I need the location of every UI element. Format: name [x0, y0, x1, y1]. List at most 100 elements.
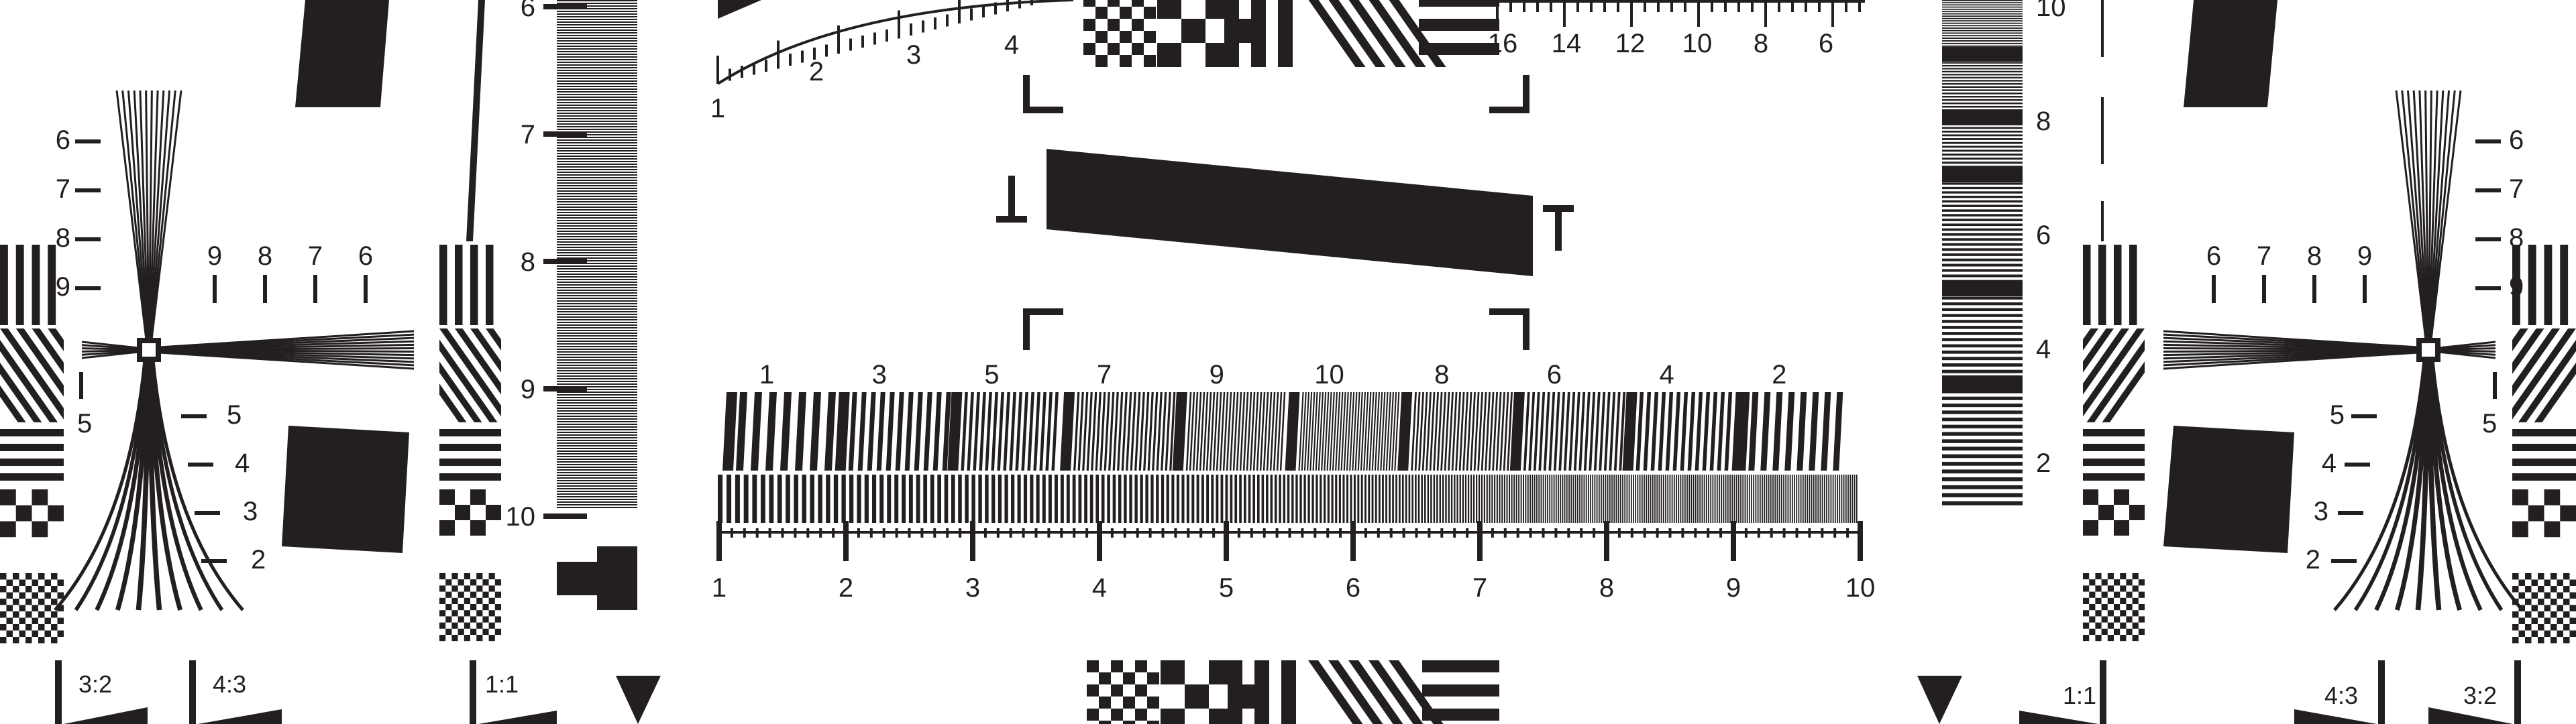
ladder-line	[557, 64, 637, 66]
ladder-line	[557, 70, 637, 71]
ladder-line	[557, 391, 637, 393]
strip-fine-check	[1123, 721, 1135, 724]
hyperbolic-line	[1553, 475, 1555, 523]
column-fine-check	[476, 610, 483, 617]
ladder-line	[1942, 454, 2023, 459]
column-fine-check	[476, 585, 483, 592]
column-hstripe	[0, 429, 64, 436]
band-line	[1249, 392, 1256, 471]
ladder-line	[557, 450, 637, 452]
ladder-line	[1942, 296, 2023, 300]
column-fine-check	[482, 628, 489, 635]
band-line	[1470, 392, 1476, 471]
ladder-line	[1942, 219, 2023, 221]
ladder-line	[557, 461, 637, 463]
scale-label: 2	[839, 573, 853, 603]
column-diagonal	[0, 362, 42, 422]
ladder-line	[557, 279, 637, 280]
strip-fine-check	[1111, 660, 1123, 672]
hyperbolic-line	[1211, 475, 1214, 523]
column-fine-check	[439, 622, 446, 629]
ladder-tick	[543, 386, 587, 391]
column-fine-check	[2083, 573, 2090, 580]
column-hstripe	[2512, 444, 2576, 451]
column-fine-check	[2563, 586, 2570, 593]
strip-bar	[1254, 660, 1269, 724]
ladder-line	[557, 341, 637, 342]
band-line	[997, 392, 1004, 471]
star-label: 4	[235, 448, 250, 478]
scale-tick	[1060, 528, 1063, 538]
ladder-line	[557, 137, 637, 138]
aspect-tick-right-2	[2378, 660, 2385, 724]
ladder-line	[557, 432, 637, 433]
band-line	[942, 392, 951, 471]
top-left-wedge	[718, 0, 761, 19]
left-vertical-ladder: 6 7 8 9 10	[506, 0, 637, 532]
ladder-line	[557, 236, 637, 237]
star-label-tick	[2212, 275, 2216, 303]
band-line	[1548, 392, 1556, 471]
column-hstripe	[2512, 429, 2576, 436]
column-fine-check	[0, 586, 7, 593]
band-line	[1326, 392, 1332, 471]
column-fine-check	[0, 637, 7, 644]
band-line	[1015, 392, 1022, 471]
band-line	[1374, 392, 1380, 471]
hyperbolic-line	[1417, 475, 1420, 523]
star-line	[2412, 90, 2428, 341]
column-stripe	[455, 245, 463, 325]
hyperbolic-line	[1364, 475, 1366, 523]
strip-fine-check	[1108, 19, 1120, 31]
scale-tick	[1453, 528, 1456, 538]
star-line	[150, 90, 171, 341]
scale-tick	[1339, 528, 1342, 538]
hyperbolic-line	[1476, 475, 1478, 523]
ladder-line	[557, 54, 637, 55]
column-fine-check	[2544, 579, 2551, 586]
column-fine-check	[2089, 579, 2096, 586]
hyperbolic-line	[841, 475, 846, 523]
t-marker-left-stem	[1008, 176, 1015, 221]
ladder-line	[557, 123, 637, 125]
hyperbolic-line	[1714, 475, 1716, 523]
aspect-label-right-1-1: 1:1	[2063, 682, 2096, 709]
star-line	[115, 90, 148, 341]
star-line	[2438, 349, 2496, 353]
band-separator	[1509, 392, 1525, 471]
aspect-label-left-1-1: 1:1	[485, 670, 519, 698]
hyperbolic-line	[1156, 475, 1159, 523]
ladder-line	[1942, 493, 2023, 497]
hyperbolic-line	[1017, 475, 1021, 523]
hyperbolic-line	[1800, 475, 1802, 523]
scale-tick	[1022, 528, 1025, 538]
ladder-line	[557, 110, 637, 111]
ladder-line	[557, 91, 637, 93]
scale-tick	[1085, 528, 1089, 538]
hyperbolic-line	[1671, 475, 1673, 523]
hyperbolic-line	[1540, 475, 1542, 523]
column-fine-check	[2512, 573, 2519, 580]
star-line	[150, 90, 176, 341]
hyperbolic-line	[1766, 475, 1768, 523]
strip-bar	[1251, 0, 1266, 67]
band-line	[1143, 392, 1150, 471]
column-diagonal	[2512, 328, 2576, 420]
star-line	[81, 349, 140, 353]
star-line	[2429, 90, 2451, 341]
band-line	[885, 392, 895, 471]
strip-medium-check	[1185, 684, 1209, 709]
band-line	[1731, 392, 1740, 471]
column-fine-check	[13, 624, 19, 631]
ladder-line	[1942, 439, 2023, 443]
hyperbolic-line	[1805, 475, 1806, 523]
hyperbolic-line	[1529, 475, 1532, 523]
hyperbolic-line	[1261, 475, 1265, 523]
band-line	[914, 392, 923, 471]
scale-tick	[1466, 528, 1469, 538]
ladder-line	[1942, 501, 2023, 505]
ladder-line	[557, 35, 637, 36]
column-fine-check	[488, 597, 495, 604]
band-line	[1380, 392, 1386, 471]
